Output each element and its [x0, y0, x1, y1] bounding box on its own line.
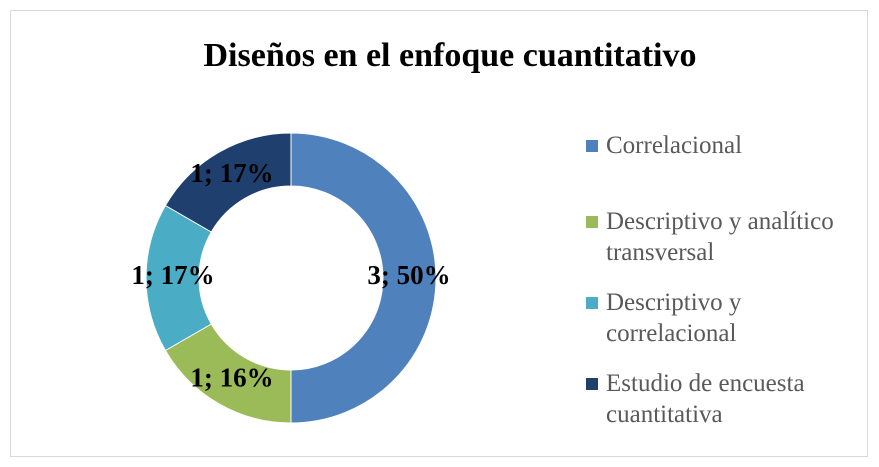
- legend-swatch: [586, 378, 598, 390]
- chart-title: Diseños en el enfoque cuantitativo: [204, 37, 697, 74]
- data-label: 3; 50%: [367, 260, 450, 290]
- chart-frame: [10, 10, 868, 457]
- legend-label: Correlacional: [606, 132, 743, 159]
- donut-slice: [164, 132, 292, 233]
- data-label: 1; 17%: [190, 158, 273, 188]
- legend-swatch: [586, 140, 598, 152]
- legend-item: Descriptivo y analítico transversal: [586, 206, 866, 268]
- data-label: 1; 17%: [131, 260, 214, 290]
- legend-label: Estudio de encuesta cuantitativa: [606, 370, 805, 428]
- legend-item: Estudio de encuesta cuantitativa: [586, 368, 866, 430]
- legend-item: Descriptivo y correlacional: [586, 287, 866, 349]
- legend-swatch: [586, 297, 598, 309]
- legend-label: Descriptivo y correlacional: [606, 289, 742, 347]
- legend-swatch: [586, 216, 598, 228]
- donut-slice: [290, 132, 437, 424]
- data-label: 1; 16%: [190, 362, 273, 392]
- legend-label: Descriptivo y analítico transversal: [606, 208, 834, 266]
- legend-item: Correlacional: [586, 130, 866, 161]
